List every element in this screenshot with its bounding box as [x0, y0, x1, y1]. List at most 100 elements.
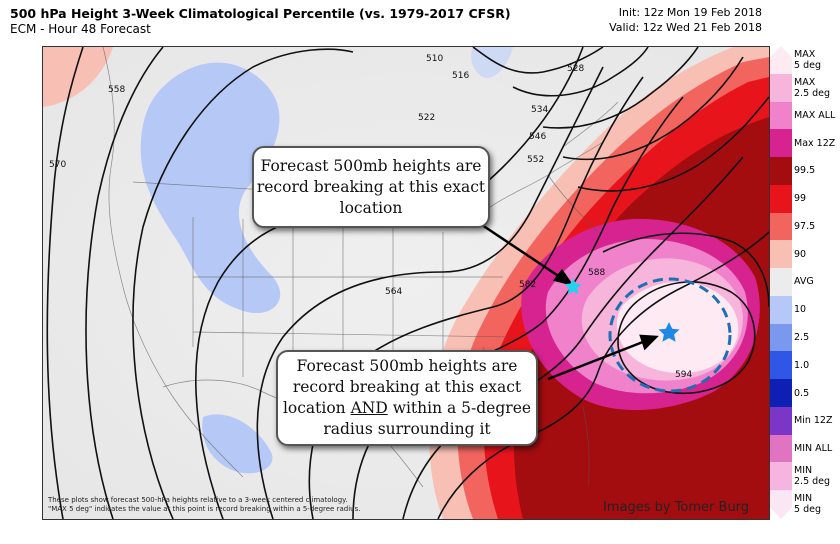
- legend-entry: 0.5: [770, 379, 840, 408]
- contour-label: 546: [529, 132, 546, 142]
- legend-label: 10: [794, 304, 807, 316]
- callout-top-line2: record breaking at this exact: [256, 177, 486, 196]
- callout-top-line1: Forecast 500mb heights are: [260, 156, 482, 175]
- top-arrow-head: [552, 268, 574, 287]
- bottom-arrow-head: [639, 334, 659, 351]
- legend-swatch: [770, 212, 792, 242]
- legend-entry: MIN ALL: [770, 434, 840, 464]
- contour-label: 594: [675, 370, 692, 380]
- callout-five-degree-radius: Forecast 500mb heights are record breaki…: [276, 350, 538, 446]
- callout-exact-location: Forecast 500mb heights are record breaki…: [252, 146, 490, 228]
- callout-arrows: [472, 217, 659, 381]
- legend-swatch: [770, 351, 792, 381]
- record-location-star: [564, 278, 582, 295]
- bottom-arrow-shaft: [547, 338, 649, 381]
- contour-labels: 510 516 522 528 534 546 552 558 564 570 …: [49, 54, 692, 380]
- legend-label: 90: [794, 248, 807, 260]
- legend-swatch: [770, 101, 792, 131]
- contour-label: 570: [49, 160, 66, 170]
- legend-swatch: [770, 462, 792, 492]
- max-5-deg-region: [616, 281, 739, 374]
- callout-top-line3: location: [339, 198, 403, 217]
- footnote: These plots show forecast 500-hPa height…: [48, 496, 360, 514]
- callout-bottom-line2: record breaking at this exact: [292, 378, 522, 396]
- callout-bottom-line4: radius surrounding it: [323, 420, 491, 438]
- contour-label: 510: [426, 54, 443, 64]
- legend-entry: MIN 5 deg: [770, 490, 840, 519]
- legend-swatch: [770, 490, 792, 519]
- legend-swatch: [770, 268, 792, 297]
- legend-entry: Max 12Z: [770, 129, 840, 159]
- legend-entry: 99.5: [770, 157, 840, 186]
- image-credit: Images by Tomer Burg: [603, 500, 750, 515]
- legend-swatch: [770, 157, 792, 186]
- footnote-line2: "MAX 5 deg" indicates the value at this …: [48, 505, 361, 513]
- legend-entry: 90: [770, 240, 840, 270]
- callout-bottom-emphasis: AND: [350, 399, 388, 417]
- legend-label: 99: [794, 193, 807, 205]
- legend-swatch: [770, 434, 792, 464]
- legend-label: Max 12Z: [794, 137, 836, 149]
- contour-label: 522: [418, 113, 435, 123]
- legend-swatch: [770, 240, 792, 270]
- legend-label: Min 12Z: [794, 415, 833, 427]
- legend-entry: 99: [770, 184, 840, 214]
- below-normal-region-north: [471, 47, 513, 78]
- map-subtitle: ECM - Hour 48 Forecast: [10, 22, 151, 36]
- legend-entry: MAX 2.5 deg: [770, 73, 840, 103]
- map-title: 500 hPa Height 3-Week Climatological Per…: [10, 6, 511, 21]
- callout-bottom-line3-post: within a 5-degree: [387, 399, 532, 417]
- top-arrow-shaft: [472, 217, 564, 281]
- map-graphic: 510 516 522 528 534 546 552 558 564 570 …: [43, 47, 769, 519]
- contour-label: 564: [385, 287, 402, 297]
- legend-label: MIN 5 deg: [794, 493, 821, 516]
- legend-swatch: [770, 323, 792, 353]
- callout-bottom-line3-pre: location: [282, 399, 351, 417]
- legend-label: 2.5: [794, 332, 810, 344]
- legend-label: 1.0: [794, 359, 810, 371]
- legend-label: MAX 2.5 deg: [794, 76, 831, 99]
- contour-label: 588: [588, 268, 605, 278]
- legend-entry: MAX ALL: [770, 101, 840, 131]
- contour-label: 558: [108, 85, 125, 95]
- callout-bottom-line1: Forecast 500mb heights are: [296, 357, 518, 375]
- above-normal-nw-corner: [43, 47, 113, 107]
- legend-label: AVG: [794, 276, 814, 288]
- legend-label: MIN ALL: [794, 443, 833, 455]
- footnote-line1: These plots show forecast 500-hPa height…: [48, 496, 348, 504]
- legend-swatch: [770, 379, 792, 408]
- color-legend: MAX 5 deg MAX 2.5 deg MAX ALL Max 12Z 99.5 99 97…: [770, 46, 840, 519]
- legend-label: MIN 2.5 deg: [794, 465, 831, 488]
- legend-swatch: [770, 129, 792, 159]
- legend-swatch: [770, 295, 792, 325]
- legend-label: 0.5: [794, 387, 810, 399]
- five-degree-radius-circle: [608, 277, 732, 393]
- legend-entry: MIN 2.5 deg: [770, 462, 840, 492]
- contour-label: 534: [531, 105, 548, 115]
- weather-map: 510 516 522 528 534 546 552 558 564 570 …: [42, 46, 770, 520]
- legend-label: MAX ALL: [794, 109, 836, 121]
- below-normal-region-west: [140, 62, 281, 314]
- legend-entry: 2.5: [770, 323, 840, 353]
- below-normal-region-baja: [202, 414, 273, 474]
- contour-label: 582: [519, 280, 536, 290]
- contour-label: 552: [527, 155, 544, 165]
- callout-bottom-line3: location AND within a 5-degree: [278, 398, 536, 419]
- contour-label: 528: [567, 64, 584, 74]
- legend-entry: MAX 5 deg: [770, 46, 840, 75]
- legend-swatch: [770, 46, 792, 75]
- legend-entry: 1.0: [770, 351, 840, 381]
- legend-label: MAX 5 deg: [794, 48, 821, 71]
- record-radius-star: [658, 322, 680, 342]
- legend-swatch: [770, 406, 792, 436]
- init-time: Init: 12z Mon 19 Feb 2018: [618, 6, 762, 19]
- valid-time: Valid: 12z Wed 21 Feb 2018: [609, 21, 762, 34]
- legend-swatch: [770, 73, 792, 103]
- legend-swatch: [770, 184, 792, 214]
- legend-label: 99.5: [794, 165, 816, 177]
- legend-entry: 97.5: [770, 212, 840, 242]
- legend-entry: AVG: [770, 268, 840, 297]
- contour-label: 516: [452, 71, 469, 81]
- legend-entry: 10: [770, 295, 840, 325]
- legend-entry: Min 12Z: [770, 406, 840, 436]
